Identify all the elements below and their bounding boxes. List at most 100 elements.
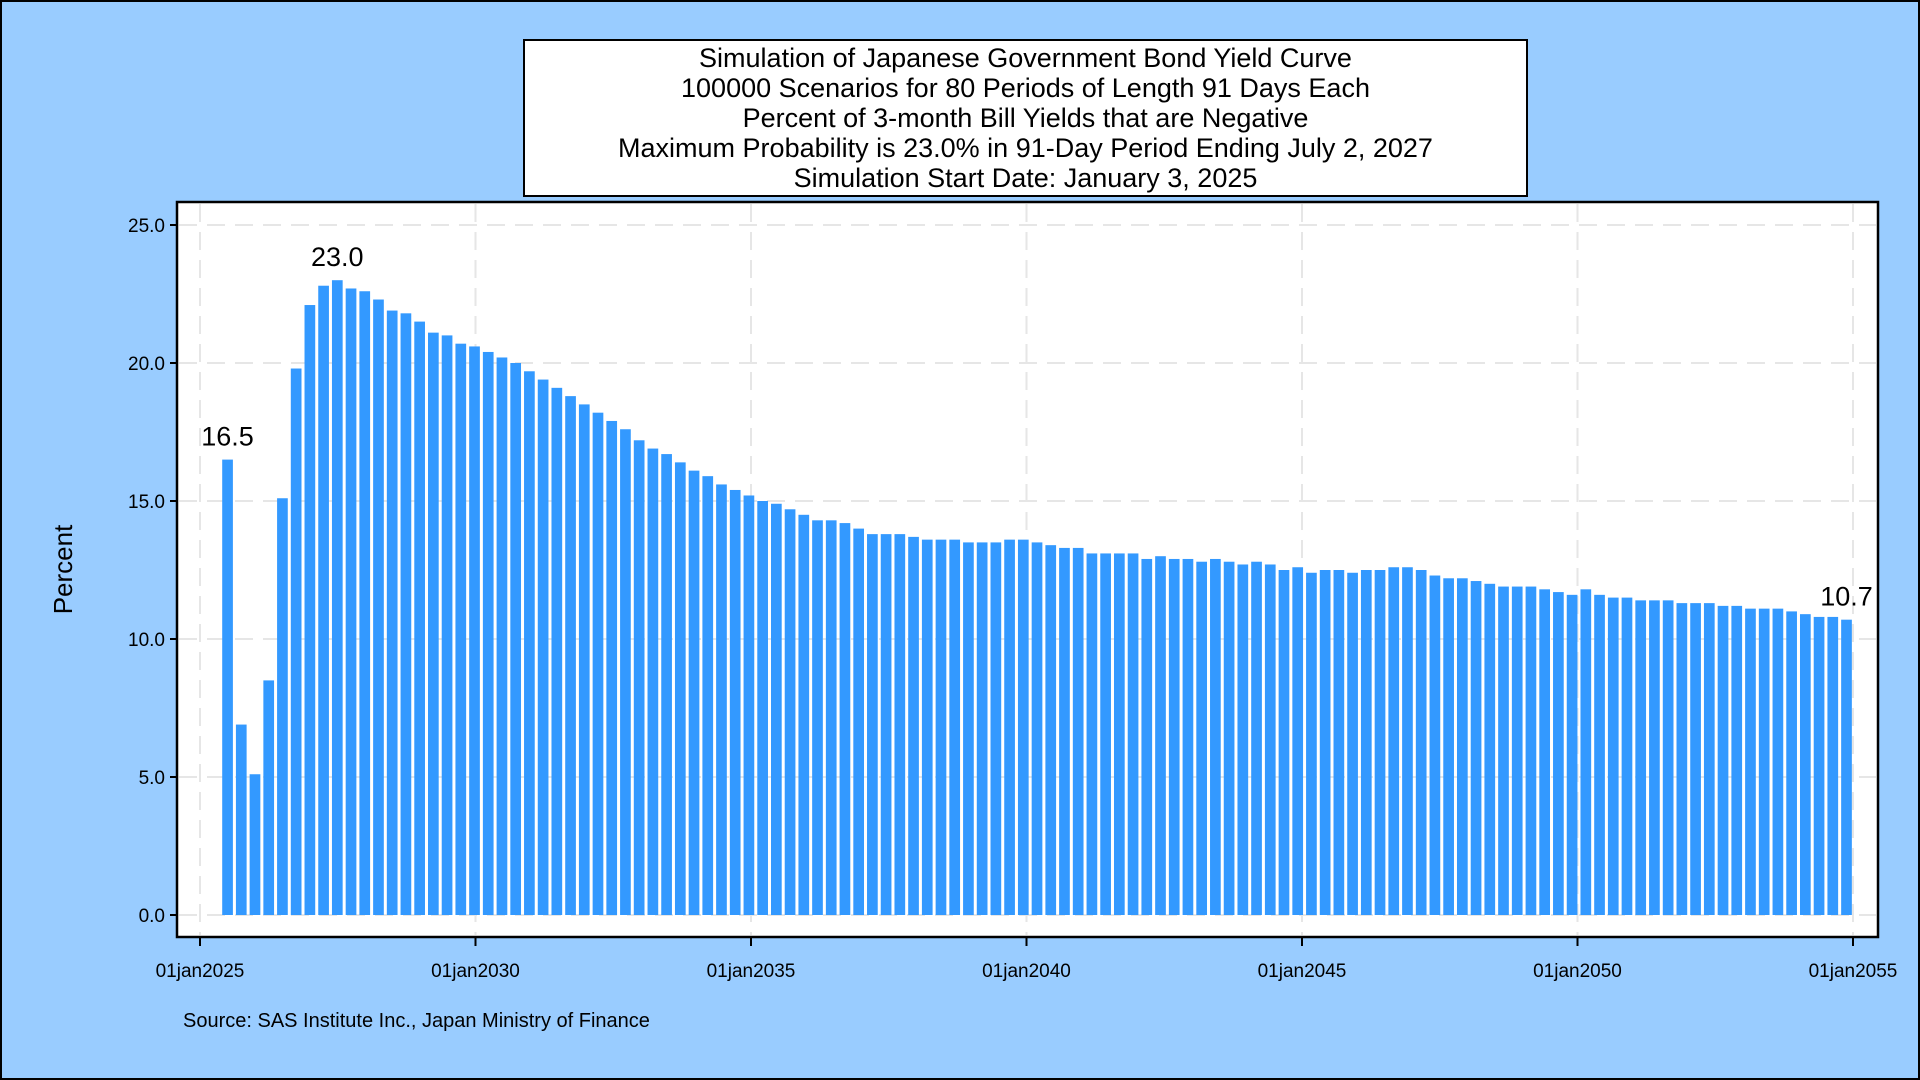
bar-71 — [1196, 561, 1208, 915]
bar-20 — [496, 357, 508, 916]
x-tick-label-2: 01jan2035 — [707, 961, 796, 982]
bar-92 — [1484, 583, 1496, 915]
bar-106 — [1676, 603, 1688, 915]
bar-90 — [1456, 578, 1468, 915]
bar-41 — [784, 509, 796, 915]
bar-87 — [1415, 570, 1427, 915]
y-tick-label-5: 25.0 — [128, 216, 165, 237]
bar-12 — [386, 310, 398, 915]
bar-53 — [949, 539, 961, 915]
x-tick-label-5: 01jan2050 — [1533, 961, 1622, 982]
title-line-2: 100000 Scenarios for 80 Periods of Lengt… — [681, 73, 1370, 103]
bar-48 — [880, 534, 892, 915]
bar-42 — [798, 514, 810, 915]
bar-16 — [441, 335, 453, 915]
bar-1 — [235, 724, 247, 915]
bar-49 — [894, 534, 906, 915]
bar-57 — [1004, 539, 1015, 915]
bar-98 — [1566, 594, 1578, 915]
bar-26 — [578, 404, 590, 915]
bar-68 — [1155, 556, 1166, 915]
bar-91 — [1470, 581, 1482, 915]
bar-62 — [1072, 547, 1084, 915]
bar-69 — [1168, 558, 1180, 915]
bar-74 — [1237, 564, 1249, 915]
bar-11 — [373, 299, 384, 915]
x-tick-label-0: 01jan2025 — [156, 961, 245, 982]
bar-29 — [620, 429, 631, 915]
bar-102 — [1621, 597, 1633, 915]
bar-13 — [400, 313, 412, 915]
bar-108 — [1703, 603, 1715, 915]
bar-39 — [757, 501, 768, 915]
bar-111 — [1745, 608, 1756, 915]
bar-65 — [1113, 553, 1125, 915]
bar-105 — [1662, 600, 1674, 915]
y-axis-title: Percent — [48, 524, 78, 614]
bar-36 — [716, 484, 727, 915]
bar-8 — [331, 280, 343, 915]
bar-63 — [1086, 553, 1098, 915]
y-tick-label-0: 0.0 — [139, 906, 165, 927]
bar-40 — [771, 503, 782, 915]
bar-83 — [1360, 570, 1372, 915]
bar-82 — [1347, 572, 1358, 915]
bar-118 — [1841, 619, 1852, 915]
bar-109 — [1717, 605, 1729, 915]
bar-30 — [633, 440, 645, 915]
title-line-3: Percent of 3-month Bill Yields that are … — [742, 103, 1309, 133]
bar-89 — [1443, 578, 1454, 915]
y-tick-label-1: 5.0 — [139, 768, 165, 789]
bar-78 — [1292, 567, 1304, 915]
bar-116 — [1813, 616, 1825, 915]
bar-56 — [990, 542, 1002, 915]
bar-5 — [290, 368, 302, 915]
bar-52 — [935, 539, 947, 915]
bar-107 — [1690, 603, 1701, 915]
bar-22 — [524, 371, 535, 915]
bar-64 — [1100, 553, 1111, 915]
bar-annotation-2: 10.7 — [1820, 582, 1873, 612]
bar-113 — [1772, 608, 1784, 915]
y-tick-label-2: 10.0 — [128, 630, 165, 651]
bar-21 — [510, 363, 522, 915]
bar-34 — [688, 470, 700, 915]
y-tick-label-4: 20.0 — [128, 354, 165, 375]
bar-112 — [1758, 608, 1770, 915]
bar-81 — [1333, 570, 1345, 915]
bar-93 — [1498, 586, 1509, 915]
bar-70 — [1182, 558, 1194, 915]
bar-4 — [277, 498, 288, 915]
bar-114 — [1786, 611, 1797, 915]
bar-59 — [1031, 542, 1043, 915]
bar-61 — [1059, 547, 1070, 915]
bar-47 — [867, 534, 878, 915]
bar-44 — [825, 520, 837, 915]
bar-46 — [853, 528, 865, 915]
bar-3 — [263, 680, 275, 915]
bar-33 — [674, 462, 686, 915]
bar-32 — [661, 454, 672, 915]
bar-0 — [222, 459, 233, 915]
bar-31 — [647, 448, 659, 915]
bar-77 — [1278, 570, 1290, 915]
bar-19 — [482, 351, 494, 916]
bar-94 — [1511, 586, 1523, 915]
bar-15 — [428, 332, 439, 915]
bar-2 — [249, 774, 261, 915]
bar-37 — [729, 489, 741, 915]
bar-14 — [414, 321, 425, 916]
bar-75 — [1251, 561, 1262, 915]
title-line-1: Simulation of Japanese Government Bond Y… — [699, 43, 1352, 73]
chart-title-box: Simulation of Japanese Government Bond Y… — [523, 39, 1528, 197]
bar-10 — [359, 291, 371, 915]
bar-annotation-1: 23.0 — [311, 242, 364, 272]
bar-96 — [1539, 589, 1551, 915]
bar-23 — [537, 379, 549, 915]
bar-99 — [1580, 589, 1592, 915]
bar-101 — [1607, 597, 1619, 915]
bar-54 — [963, 542, 974, 915]
bar-35 — [702, 476, 714, 915]
bar-24 — [551, 387, 563, 916]
x-tick-label-1: 01jan2030 — [431, 961, 520, 982]
